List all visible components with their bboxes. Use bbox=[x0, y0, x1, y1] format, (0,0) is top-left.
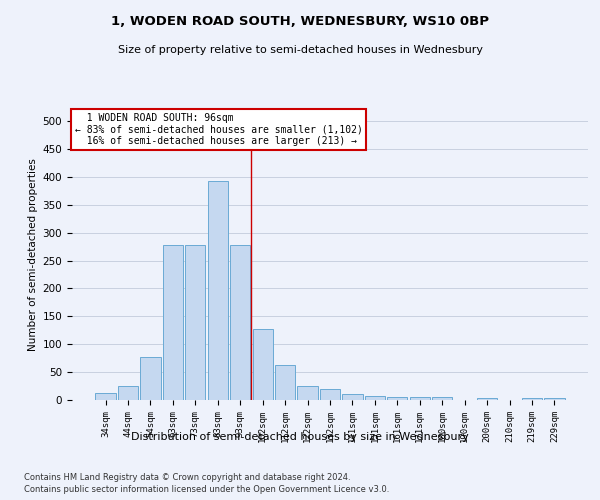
Bar bbox=[410, 397, 430, 400]
Bar bbox=[253, 329, 273, 400]
Bar bbox=[185, 245, 205, 400]
Bar bbox=[320, 389, 340, 400]
Bar bbox=[208, 181, 228, 400]
Text: Contains HM Land Registry data © Crown copyright and database right 2024.: Contains HM Land Registry data © Crown c… bbox=[24, 472, 350, 482]
Bar bbox=[365, 396, 385, 400]
Bar bbox=[298, 386, 317, 400]
Bar bbox=[522, 398, 542, 400]
Bar bbox=[387, 397, 407, 400]
Text: 1 WODEN ROAD SOUTH: 96sqm
← 83% of semi-detached houses are smaller (1,102)
  16: 1 WODEN ROAD SOUTH: 96sqm ← 83% of semi-… bbox=[74, 113, 362, 146]
Bar bbox=[275, 366, 295, 400]
Text: Contains public sector information licensed under the Open Government Licence v3: Contains public sector information licen… bbox=[24, 485, 389, 494]
Y-axis label: Number of semi-detached properties: Number of semi-detached properties bbox=[28, 158, 38, 352]
Bar bbox=[118, 386, 138, 400]
Text: 1, WODEN ROAD SOUTH, WEDNESBURY, WS10 0BP: 1, WODEN ROAD SOUTH, WEDNESBURY, WS10 0B… bbox=[111, 15, 489, 28]
Text: Distribution of semi-detached houses by size in Wednesbury: Distribution of semi-detached houses by … bbox=[131, 432, 469, 442]
Bar bbox=[95, 394, 116, 400]
Bar bbox=[230, 245, 250, 400]
Bar bbox=[432, 397, 452, 400]
Text: Size of property relative to semi-detached houses in Wednesbury: Size of property relative to semi-detach… bbox=[118, 45, 482, 55]
Bar bbox=[343, 394, 362, 400]
Bar bbox=[163, 245, 183, 400]
Bar bbox=[544, 398, 565, 400]
Bar bbox=[140, 357, 161, 400]
Bar bbox=[477, 398, 497, 400]
